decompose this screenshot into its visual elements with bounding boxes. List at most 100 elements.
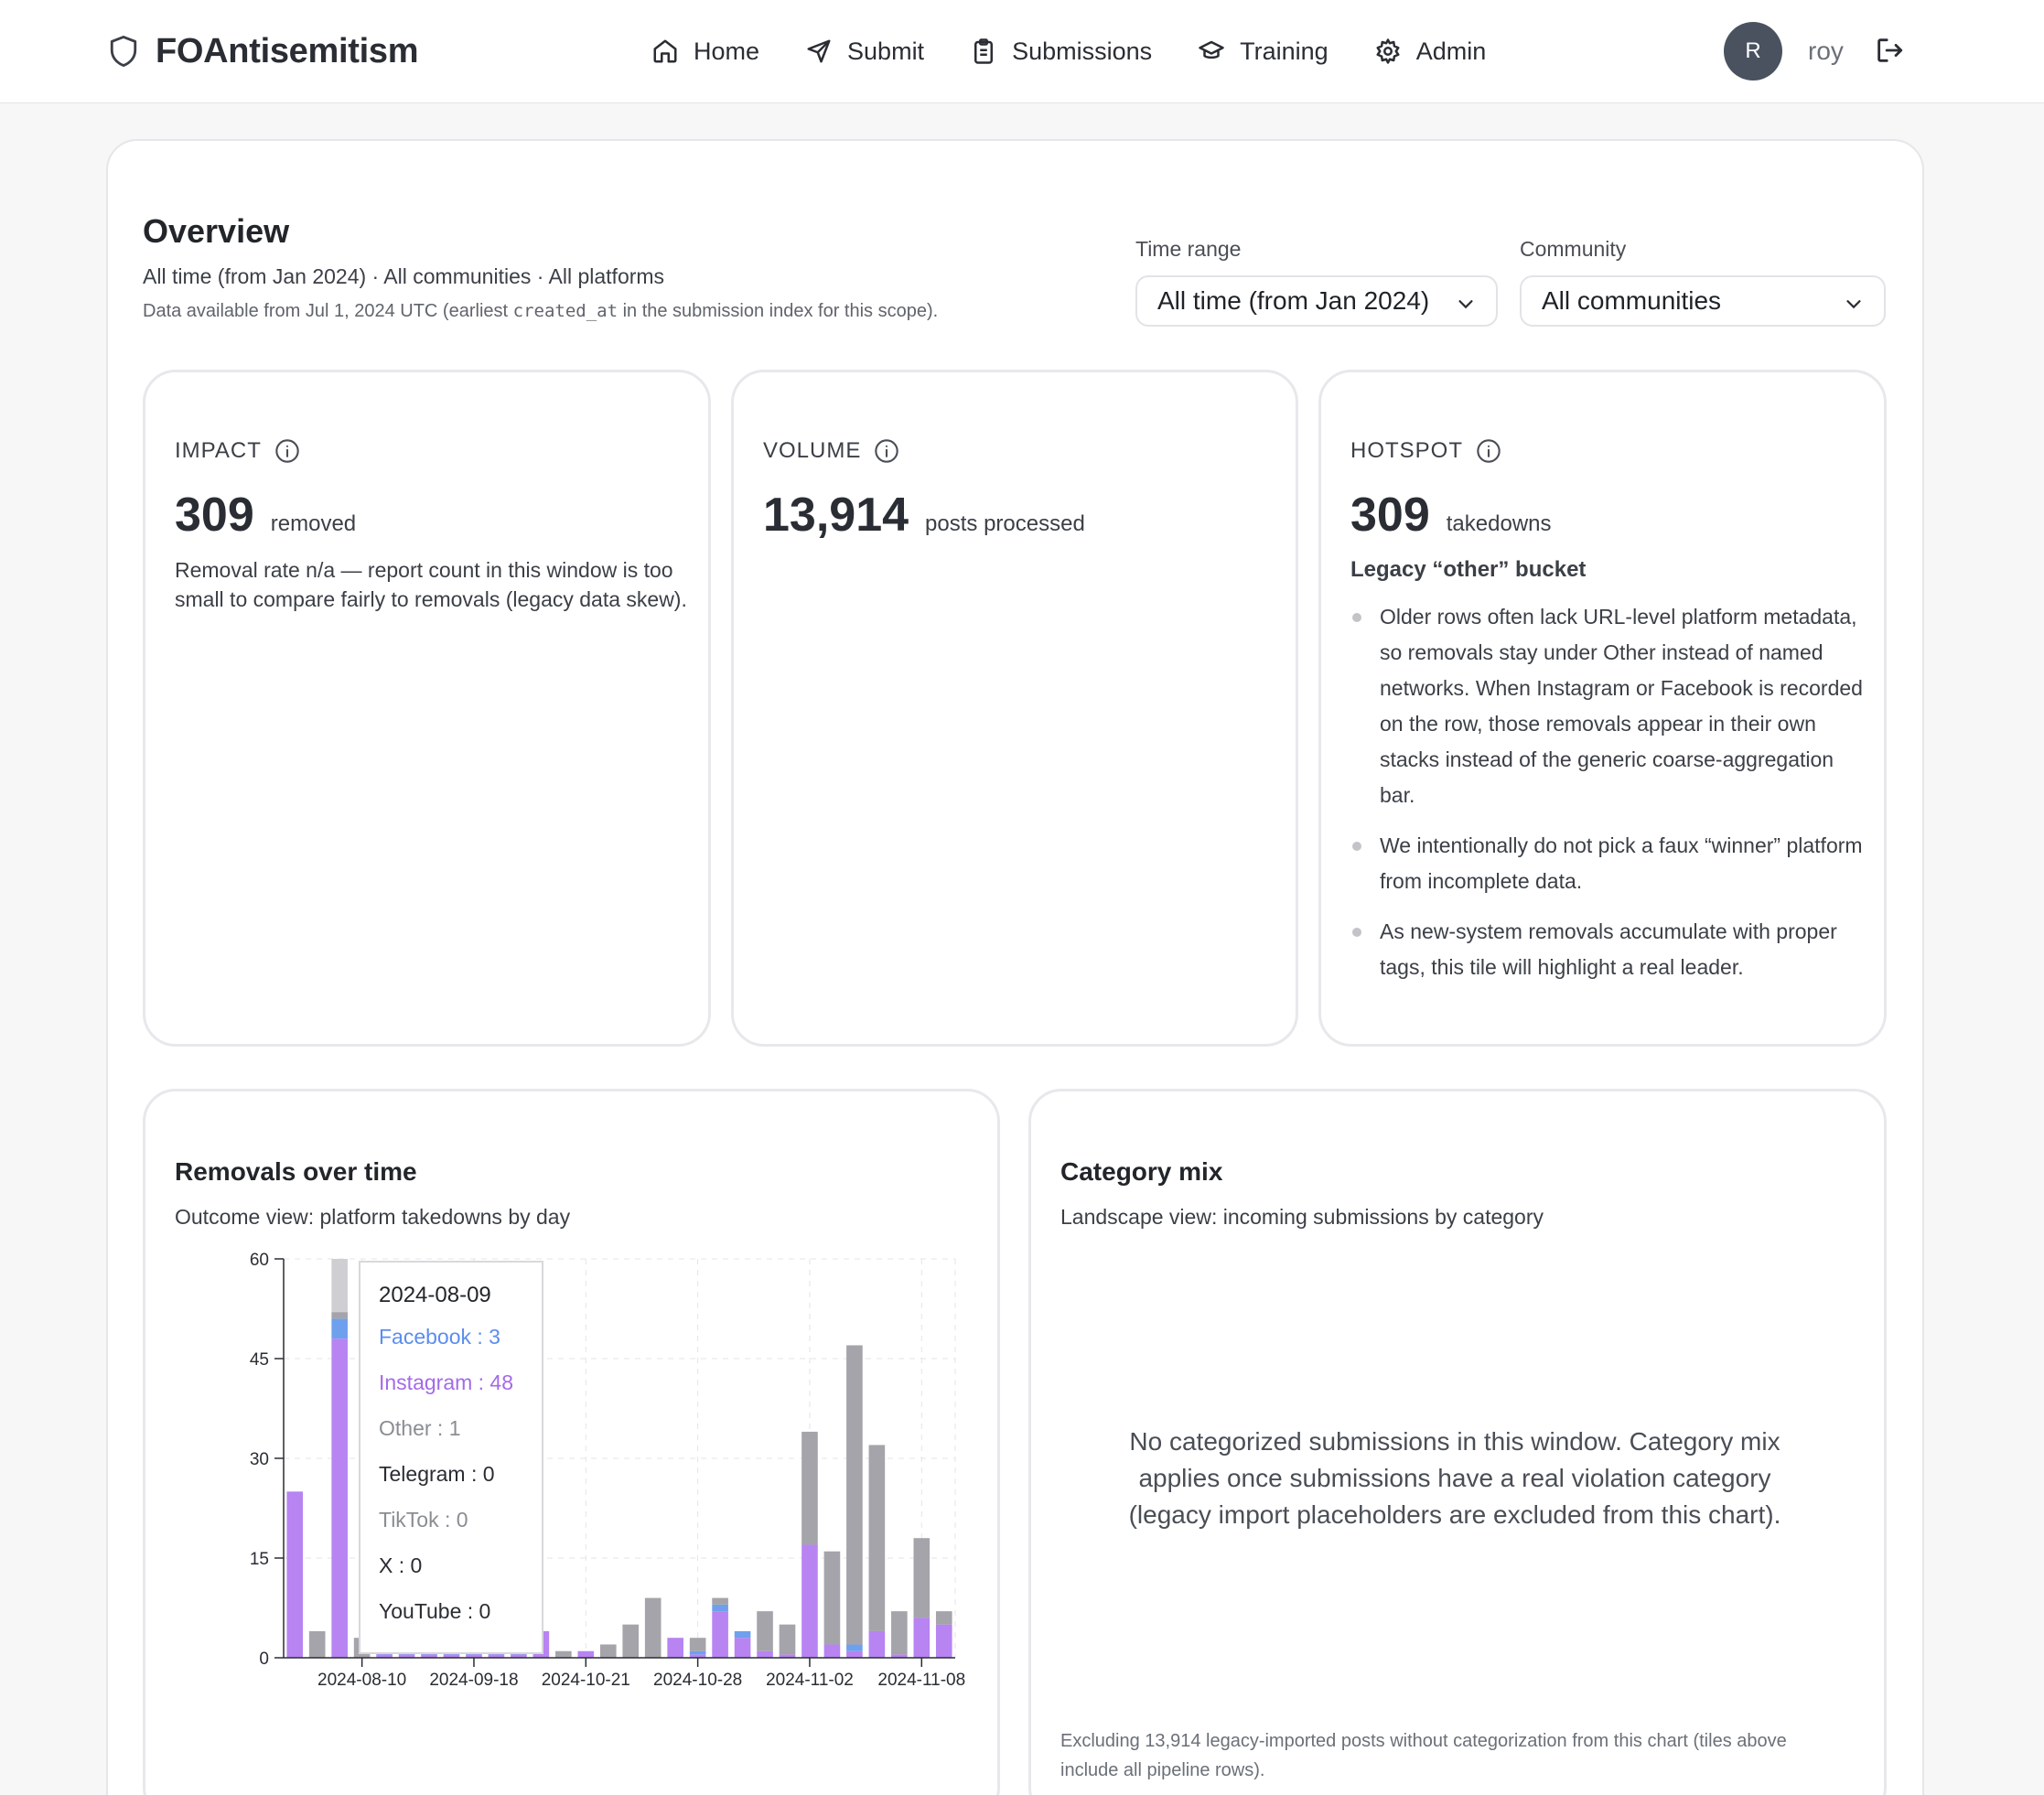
volume-tile: VOLUME 13,914 posts processed bbox=[731, 370, 1298, 1047]
note-code: created_at bbox=[512, 301, 619, 321]
user-menu[interactable]: R roy bbox=[1724, 22, 1844, 81]
bar-other bbox=[868, 1445, 886, 1631]
x-tick-label: 2024-11-08 bbox=[877, 1671, 965, 1690]
bar-other bbox=[779, 1624, 796, 1655]
bar-instagram bbox=[667, 1638, 683, 1658]
nav-home[interactable]: Home bbox=[651, 38, 759, 66]
community-label: Community bbox=[1520, 237, 1627, 261]
bar-instagram bbox=[443, 1654, 460, 1658]
bar-other bbox=[308, 1630, 326, 1658]
bar-instagram bbox=[734, 1638, 751, 1658]
info-icon[interactable] bbox=[874, 438, 899, 464]
page-title: Overview bbox=[143, 212, 290, 250]
nav-admin-label: Admin bbox=[1415, 37, 1487, 65]
chevron-down-icon bbox=[1458, 300, 1473, 309]
category-mix-footnote: Excluding 13,914 legacy-imported posts w… bbox=[1060, 1731, 1787, 1780]
bar-instagram bbox=[577, 1650, 595, 1658]
category-mix-title: Category mix bbox=[1060, 1157, 1223, 1186]
hotspot-bullets: Older rows often lack URL-level platform… bbox=[1350, 599, 1863, 1000]
info-icon[interactable] bbox=[274, 438, 300, 464]
bar-other bbox=[846, 1345, 863, 1645]
bar-other bbox=[644, 1597, 662, 1658]
nav-links: Home Submit Submissions Training Admin bbox=[651, 31, 1486, 71]
shield-icon bbox=[110, 36, 137, 68]
nav-admin[interactable]: Admin bbox=[1374, 37, 1487, 66]
clipboard-icon bbox=[974, 38, 994, 64]
hotspot-value: 309 bbox=[1350, 489, 1430, 542]
hotspot-unit: takedowns bbox=[1446, 511, 1552, 536]
graduation-cap-icon bbox=[1199, 40, 1224, 59]
bar-hover-highlight bbox=[331, 1259, 348, 1313]
send-icon bbox=[807, 39, 831, 63]
time-range-select[interactable]: All time (from Jan 2024) bbox=[1135, 275, 1498, 327]
hotspot-tile: HOTSPOT 309 takedowns Legacy “other” buc… bbox=[1318, 370, 1887, 1047]
y-tick-label: 15 bbox=[250, 1550, 269, 1569]
chart-tooltip: 2024-08-09 Facebook : 3 Instagram : 48 O… bbox=[359, 1261, 543, 1654]
bar-other bbox=[599, 1644, 617, 1658]
time-range-value: All time (from Jan 2024) bbox=[1157, 286, 1430, 315]
bar-facebook bbox=[689, 1650, 706, 1655]
removals-title: Removals over time bbox=[175, 1157, 417, 1186]
bar-other bbox=[622, 1624, 640, 1658]
bar-instagram bbox=[935, 1624, 952, 1658]
hotspot-header: HOTSPOT bbox=[1350, 438, 1501, 464]
x-tick-label: 2024-11-02 bbox=[766, 1671, 854, 1690]
tooltip-row-youtube: YouTube : 0 bbox=[379, 1599, 491, 1623]
x-tick-label: 2024-09-18 bbox=[429, 1671, 518, 1690]
chevron-down-icon bbox=[1846, 300, 1861, 309]
bar-facebook bbox=[734, 1630, 751, 1639]
tooltip-row-telegram: Telegram : 0 bbox=[379, 1462, 495, 1486]
hotspot-metric: 309 takedowns bbox=[1350, 488, 1552, 543]
home-icon bbox=[653, 39, 677, 63]
bar-instagram bbox=[801, 1544, 818, 1658]
nav-training[interactable]: Training bbox=[1198, 38, 1329, 66]
bar-instagram bbox=[331, 1338, 348, 1658]
bar-instagram bbox=[689, 1654, 706, 1658]
gear-icon bbox=[1376, 38, 1400, 64]
bar-other bbox=[331, 1312, 348, 1319]
hotspot-subtitle: Legacy “other” bucket bbox=[1350, 557, 1587, 582]
tooltip-row-instagram: Instagram : 48 bbox=[379, 1370, 514, 1394]
logout-icon[interactable] bbox=[1874, 35, 1905, 66]
impact-description: Removal rate n/a — report count in this … bbox=[175, 558, 687, 611]
volume-header: VOLUME bbox=[763, 438, 899, 464]
empty-state-message: No categorized submissions in this windo… bbox=[1128, 1427, 1781, 1529]
bar-instagram bbox=[286, 1491, 304, 1658]
volume-label: VOLUME bbox=[763, 438, 862, 463]
time-range-label: Time range bbox=[1135, 237, 1242, 261]
bar-other bbox=[823, 1551, 841, 1645]
impact-value: 309 bbox=[175, 489, 254, 542]
bar-facebook bbox=[712, 1604, 728, 1612]
avatar[interactable]: R bbox=[1724, 22, 1782, 81]
bar-other bbox=[801, 1431, 818, 1545]
nav-submit[interactable]: Submit bbox=[805, 38, 924, 66]
impact-label: IMPACT bbox=[175, 438, 262, 463]
data-availability-note: Data available from Jul 1, 2024 UTC (ear… bbox=[143, 301, 938, 322]
bar-instagram bbox=[757, 1650, 773, 1658]
bar-instagram bbox=[846, 1650, 863, 1658]
bar-instagram bbox=[376, 1654, 393, 1658]
bar-facebook bbox=[846, 1644, 863, 1651]
removals-chart[interactable]: 0 15 30 45 60 2024-08-10 2024-09-18 2024-10-21 2… bbox=[146, 1244, 988, 1702]
community-value: All communities bbox=[1542, 286, 1722, 315]
impact-tile: IMPACT 309 removed Removal rate n/a — re… bbox=[143, 370, 711, 1047]
bar-instagram bbox=[779, 1654, 796, 1658]
tooltip-row-facebook: Facebook : 3 bbox=[379, 1325, 500, 1349]
bar-instagram bbox=[913, 1618, 931, 1658]
info-icon[interactable] bbox=[1476, 438, 1501, 464]
volume-metric: 13,914 posts processed bbox=[763, 488, 1085, 543]
bar-other bbox=[913, 1538, 931, 1618]
nav-submit-label: Submit bbox=[847, 37, 925, 65]
bar-instagram bbox=[421, 1654, 437, 1658]
x-tick-label: 2024-10-21 bbox=[542, 1671, 630, 1690]
bar-other bbox=[555, 1650, 572, 1658]
bar-instagram bbox=[466, 1654, 482, 1658]
volume-unit: posts processed bbox=[925, 511, 1085, 536]
bar-instagram bbox=[398, 1654, 415, 1658]
brand[interactable]: FOAntisemitism bbox=[108, 31, 418, 71]
bar-facebook bbox=[331, 1318, 348, 1339]
bar-other bbox=[757, 1611, 773, 1651]
tooltip-row-tiktok: TikTok : 0 bbox=[379, 1508, 468, 1532]
community-select[interactable]: All communities bbox=[1520, 275, 1886, 327]
nav-submissions[interactable]: Submissions bbox=[970, 38, 1152, 66]
